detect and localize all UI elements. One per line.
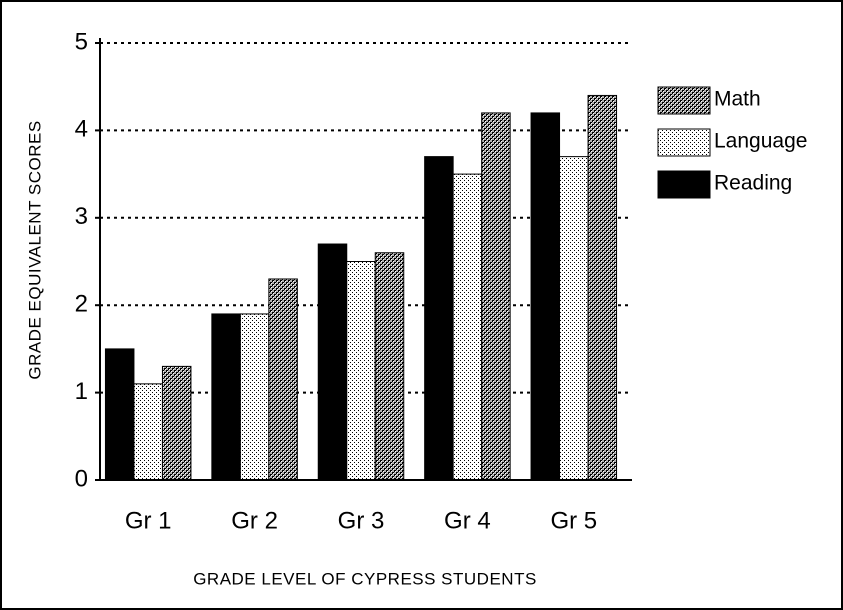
x-tick-label: Gr 1 [125,507,172,534]
bar [133,383,163,481]
x-tick-label: Gr 5 [550,507,597,534]
bar [346,261,376,481]
x-tick-label: Gr 2 [231,507,278,534]
y-tick-label: 1 [75,378,88,405]
x-axis-title: GRADE LEVEL OF CYPRESS STUDENTS [193,569,537,588]
y-tick-label: 2 [75,291,88,318]
y-tick-label: 5 [75,28,88,55]
bar [317,243,348,481]
bar [161,365,192,481]
bar [481,112,511,481]
bar [268,278,298,481]
bar [530,112,561,481]
legend-label: Reading [714,172,792,195]
bar [104,348,135,481]
legend-label: Language [714,130,807,153]
bar [559,156,589,481]
legend-swatch [657,170,711,199]
bar [424,156,454,481]
bar [587,94,618,481]
y-axis-title: GRADE EQUIVALENT SCORES [25,120,44,379]
y-tick-label: 4 [75,116,88,143]
y-tick-label: 3 [75,203,88,230]
bar [374,252,405,481]
bar [452,173,483,481]
legend-label: Math [714,88,761,111]
y-tick-label: 0 [75,465,88,492]
x-tick-label: Gr 4 [444,507,491,534]
x-tick-label: Gr 3 [338,507,385,534]
legend-swatch [657,128,711,157]
legend-swatch [657,86,711,115]
bar [211,313,241,481]
bar [239,313,270,481]
